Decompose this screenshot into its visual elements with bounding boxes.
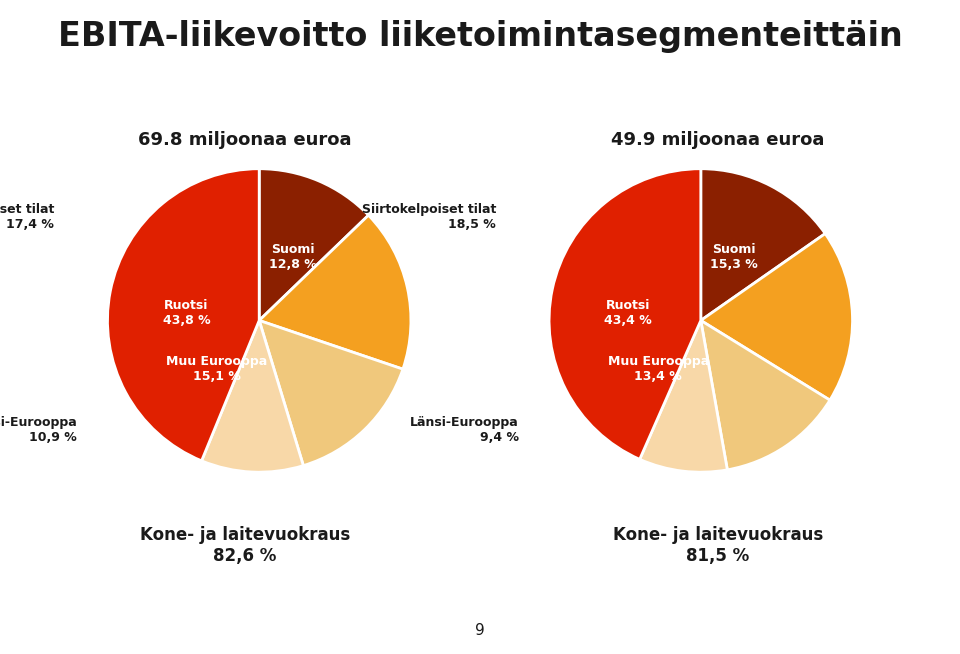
Wedge shape: [639, 320, 728, 472]
Text: R: R: [766, 611, 780, 630]
Wedge shape: [549, 169, 701, 459]
Text: O: O: [903, 611, 919, 630]
Wedge shape: [259, 215, 411, 369]
Text: Muu Eurooppa
15,1 %: Muu Eurooppa 15,1 %: [166, 355, 267, 383]
Text: EBITA 1-9/2007: EBITA 1-9/2007: [162, 92, 327, 111]
Text: M: M: [856, 611, 874, 630]
Text: Ruotsi
43,4 %: Ruotsi 43,4 %: [604, 299, 652, 327]
Text: Kone- ja laitevuokraus
82,6 %: Kone- ja laitevuokraus 82,6 %: [139, 526, 350, 565]
Text: Siirtokelpoiset tilat
18,5 %: Siirtokelpoiset tilat 18,5 %: [362, 203, 496, 232]
Wedge shape: [259, 169, 369, 320]
Text: Kone- ja laitevuokraus
81,5 %: Kone- ja laitevuokraus 81,5 %: [612, 526, 824, 565]
Text: Siirtokelpoiset tilat
17,4 %: Siirtokelpoiset tilat 17,4 %: [0, 203, 55, 232]
Text: Suomi
12,8 %: Suomi 12,8 %: [269, 243, 317, 271]
Text: Länsi-Eurooppa
9,4 %: Länsi-Eurooppa 9,4 %: [410, 416, 518, 443]
Wedge shape: [701, 169, 826, 320]
Text: Suomi
15,3 %: Suomi 15,3 %: [710, 243, 758, 271]
Text: 49.9 miljoonaa euroa: 49.9 miljoonaa euroa: [612, 131, 825, 149]
Text: C: C: [720, 611, 733, 630]
Text: 9: 9: [475, 623, 485, 638]
Text: Muu Eurooppa
13,4 %: Muu Eurooppa 13,4 %: [608, 355, 708, 383]
Text: 69.8 miljoonaa euroa: 69.8 miljoonaa euroa: [138, 131, 351, 149]
Text: Ruotsi
43,8 %: Ruotsi 43,8 %: [162, 299, 210, 327]
Text: EBITA 1-9/2006: EBITA 1-9/2006: [635, 92, 801, 111]
Wedge shape: [202, 320, 303, 472]
Wedge shape: [701, 233, 852, 400]
Text: A: A: [812, 611, 826, 630]
Wedge shape: [259, 320, 403, 466]
Text: Länsi-Eurooppa
10,9 %: Länsi-Eurooppa 10,9 %: [0, 416, 77, 443]
Wedge shape: [701, 320, 829, 470]
Wedge shape: [108, 169, 259, 461]
Text: EBITA-liikevoitto liiketoimintasegmenteittäin: EBITA-liikevoitto liiketoimintasegmentei…: [58, 20, 902, 52]
